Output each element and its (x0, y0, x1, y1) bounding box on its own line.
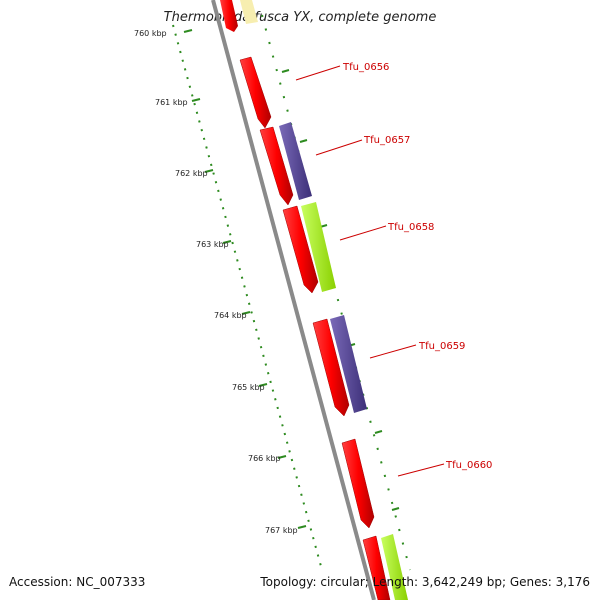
gene-label-tfu-0658[interactable]: Tfu_0658 (387, 222, 434, 233)
gene-arrow-tfu-0660[interactable] (341, 438, 375, 529)
gene-label-tfu-0656[interactable]: Tfu_0656 (342, 62, 389, 73)
gene-arrow-bottom-red[interactable] (362, 535, 391, 600)
gene-arrow-tfu-0658[interactable] (282, 205, 319, 294)
scale-tick-3 (222, 240, 232, 244)
scale-tick-7 (297, 525, 307, 529)
scale-label-764: 764 kbp (214, 311, 247, 320)
scale-label-763: 763 kbp (196, 240, 229, 249)
gene-green-2[interactable] (381, 534, 408, 600)
scale-label-761: 761 kbp (155, 98, 188, 107)
leader-line-tfu-0659 (369, 344, 417, 359)
scale-tick-5 (258, 383, 268, 387)
gene-green-1[interactable] (301, 202, 336, 292)
scale-tick-2 (204, 169, 214, 173)
leader-line-tfu-0657 (315, 139, 363, 156)
gene-arrow-tfu-0656[interactable] (239, 56, 272, 129)
topology-text: Topology: circular; Length: 3,642,249 bp… (260, 575, 590, 589)
scale-track (172, 24, 323, 571)
scale-label-760: 760 kbp (134, 29, 167, 38)
outer-track (261, 14, 411, 571)
outer-tick-0 (281, 69, 290, 73)
outer-tick-4 (374, 430, 383, 434)
gene-label-tfu-0660[interactable]: Tfu_0660 (445, 460, 492, 471)
gene-purple-1[interactable] (279, 122, 312, 200)
gene-label-tfu-0657[interactable]: Tfu_0657 (363, 135, 410, 146)
gene-arrow-tfu-0657[interactable] (259, 126, 294, 206)
gene-feature-top-yellow[interactable] (240, 0, 258, 24)
accession-text: Accession: NC_007333 (9, 575, 146, 589)
scale-tick-4 (241, 311, 251, 315)
scale-tick-0 (183, 29, 193, 33)
outer-tick-5 (391, 507, 400, 511)
scale-label-766: 766 kbp (248, 454, 281, 463)
leader-line-tfu-0656 (295, 65, 341, 81)
gene-purple-2[interactable] (330, 315, 367, 413)
gene-label-tfu-0659[interactable]: Tfu_0659 (418, 341, 465, 352)
gene-arrow-tfu-0659[interactable] (312, 318, 350, 417)
leader-line-tfu-0658 (339, 225, 387, 241)
scale-label-767: 767 kbp (265, 526, 298, 535)
outer-tick-1 (299, 139, 308, 143)
scale-label-765: 765 kbp (232, 383, 265, 392)
gene-feature-top-red[interactable] (220, 0, 238, 32)
scale-ticks (183, 29, 400, 529)
leader-line-tfu-0660 (397, 463, 445, 477)
backbone-line (211, 0, 376, 600)
scale-label-762: 762 kbp (175, 169, 208, 178)
scale-tick-6 (277, 455, 287, 459)
scale-tick-1 (191, 98, 201, 102)
